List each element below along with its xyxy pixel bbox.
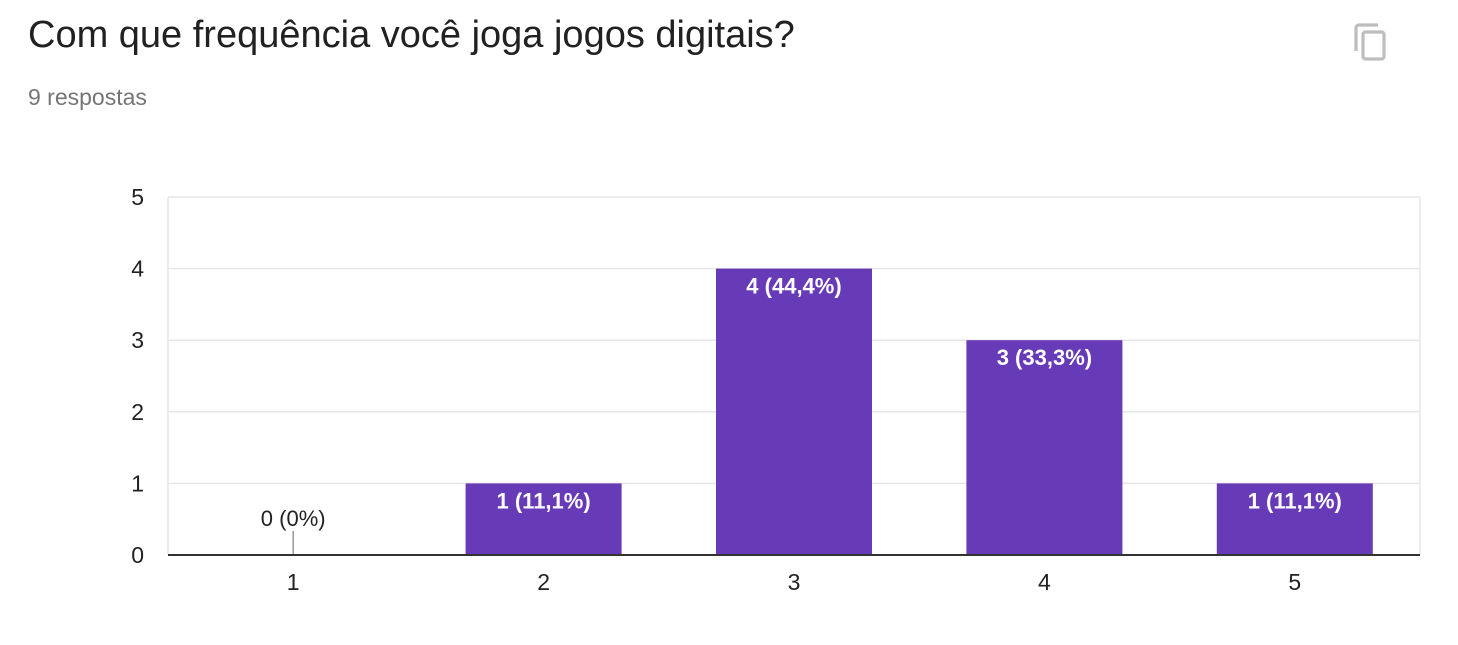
bar-data-label: 1 (11,1%) — [1248, 488, 1342, 513]
bars-layer — [465, 268, 1373, 555]
x-tick-label: 1 — [287, 569, 300, 595]
y-tick-label: 2 — [131, 399, 144, 425]
copy-chart-button[interactable] — [1348, 20, 1396, 68]
bar-data-label: 0 (0%) — [261, 506, 326, 531]
y-tick-label: 1 — [131, 470, 144, 496]
y-tick-label: 3 — [131, 327, 144, 353]
bar-data-label: 1 (11,1%) — [497, 488, 591, 513]
x-tick-label: 3 — [788, 569, 801, 595]
x-tick-label: 2 — [537, 569, 550, 595]
y-tick-label: 0 — [131, 542, 144, 568]
y-tick-label: 5 — [131, 184, 144, 210]
bar[interactable] — [966, 340, 1123, 555]
bar[interactable] — [465, 483, 622, 555]
question-title: Com que frequência você joga jogos digit… — [28, 14, 795, 56]
bar[interactable] — [716, 268, 872, 555]
x-tick-label: 4 — [1038, 569, 1051, 595]
x-tick-label: 5 — [1288, 569, 1301, 595]
response-count: 9 respostas — [28, 84, 147, 110]
copy-icon — [1354, 23, 1386, 61]
axis-layer: 0 1 2 3 4 5 1 2 3 4 5 — [131, 184, 1420, 595]
bar-data-label: 4 (44,4%) — [746, 274, 841, 299]
y-tick-label: 4 — [131, 256, 144, 282]
data-labels-layer: 0 (0%) 1 (11,1%) 4 (44,4%) 3 (33,3%) 1 (11,1… — [261, 274, 1342, 555]
bar-data-label: 3 (33,3%) — [997, 345, 1092, 370]
bar[interactable] — [1216, 483, 1373, 555]
